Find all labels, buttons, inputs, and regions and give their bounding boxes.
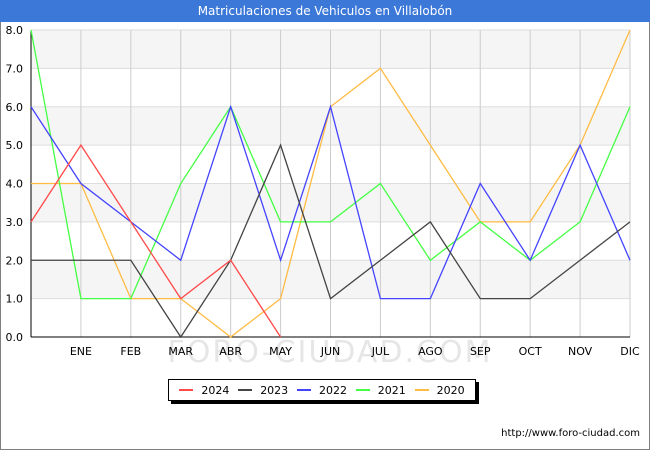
legend-item-2023: 2023	[238, 384, 288, 397]
legend: 2024 2023 2022 2021 2020	[168, 379, 476, 401]
y-tick-label: 5.0	[6, 139, 24, 152]
y-tick-label: 8.0	[6, 24, 24, 37]
legend-item-2021: 2021	[355, 383, 406, 397]
x-tick-labels: ENE FEB MAR ABR MAY JUN JUL AGO SEP OCT NOV DIC	[70, 345, 640, 358]
series-line-2023	[31, 143, 631, 339]
x-tick-label: DIC	[620, 345, 640, 358]
x-tick-label: ABR	[219, 345, 242, 358]
series-lines	[30, 29, 631, 339]
x-tick-label: ENE	[70, 345, 92, 358]
x-tick-label: OCT	[519, 345, 542, 358]
legend-label: 2024	[201, 383, 230, 397]
y-tick-label: 3.0	[6, 216, 24, 229]
legend-item-2022: 2022	[296, 383, 347, 397]
y-tick-labels: 0.0 1.0 2.0 3.0 4.0 5.0 6.0 7.0 8.0	[6, 24, 24, 344]
chart-title: Matriculaciones de Vehiculos en Villalob…	[197, 4, 453, 18]
legend-swatch	[296, 389, 311, 391]
legend-label: 2021	[377, 383, 406, 397]
y-tick-label: 4.0	[6, 178, 24, 191]
legend-item-2020: 2020	[414, 383, 465, 397]
legend-label: 2020	[436, 383, 465, 397]
legend-item-2024: 2024	[179, 384, 229, 397]
x-tick-label: NOV	[568, 345, 593, 358]
x-tick-label: JUN	[320, 345, 341, 358]
x-tick-label: MAR	[168, 345, 193, 358]
x-tick-label: JUL	[371, 345, 390, 358]
series-line-2024	[30, 143, 282, 338]
y-tick-label: 1.0	[6, 293, 24, 306]
legend-swatch	[238, 389, 253, 391]
legend-swatch	[355, 389, 370, 391]
y-tick-label: 6.0	[6, 101, 24, 114]
x-tick-label: SEP	[470, 345, 491, 358]
x-tick-label: MAY	[269, 345, 292, 358]
footer-url: http://www.foro-ciudad.com	[501, 428, 640, 439]
x-tick-label: FEB	[120, 345, 141, 358]
legend-swatch	[414, 389, 429, 391]
legend-swatch	[179, 389, 194, 391]
y-tick-label: 2.0	[6, 254, 24, 267]
title-bar: Matriculaciones de Vehiculos en Villalob…	[0, 0, 650, 22]
y-tick-label: 0.0	[6, 331, 24, 344]
watermark-text: FORO-CIUDAD.COM	[168, 335, 493, 370]
legend-label: 2022	[318, 383, 347, 397]
legend-label: 2023	[260, 383, 289, 397]
y-tick-label: 7.0	[6, 62, 24, 75]
x-tick-label: AGO	[418, 345, 443, 358]
